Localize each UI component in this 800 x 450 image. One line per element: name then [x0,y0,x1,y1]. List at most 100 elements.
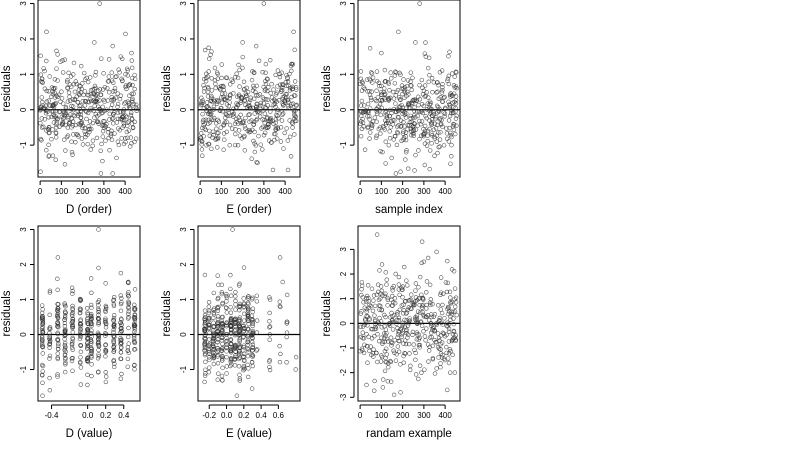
scatter-point [256,109,261,114]
scatter-point [202,308,208,313]
scatter-point [358,311,364,316]
y-axis-title: residuals [161,290,173,336]
scatter-point [448,301,454,306]
scatter-point [221,147,226,152]
scatter-point [86,124,91,129]
scatter-point [74,132,79,137]
scatter-point [110,43,115,49]
scatter-point [361,124,366,129]
scatter-point [245,326,251,331]
scatter-point [260,69,265,75]
scatter-point [103,308,108,313]
scatter-point [372,334,377,339]
scatter-point [245,362,250,368]
scatter-point [215,349,220,355]
scatter-point [434,103,440,109]
x-tick-label: 200 [396,411,410,420]
scatter-point [405,127,410,132]
scatter-point [451,269,457,274]
scatter-point [222,97,228,102]
scatter-point [124,129,130,135]
scatter-point [89,348,94,354]
scatter-point [201,106,207,111]
scatter-point [362,305,367,310]
scatter-point [247,103,252,108]
y-tick-label: 2 [179,36,188,41]
scatter-point [448,94,453,99]
scatter-point [434,90,439,95]
scatter-point [114,155,119,161]
scatter-point [428,302,433,308]
scatter-point [454,123,459,128]
scatter-point [418,319,424,324]
scatter-point [206,310,212,316]
scatter-point [62,315,68,320]
scatter-point [368,95,374,101]
scatter-point [448,300,453,305]
scatter-point [448,349,453,354]
scatter-point [404,93,409,99]
scatter-point [410,98,415,103]
scatter-point [412,302,417,308]
scatter-point [252,129,257,135]
scatter-point [238,100,243,105]
scatter-point [432,153,437,158]
scatter-point [404,278,409,283]
scatter-point [212,65,218,71]
scatter-point [422,51,428,56]
scatter-point [246,294,251,299]
scatter-point [407,351,412,356]
scatter-point [448,132,454,138]
scatter-point [391,106,397,112]
scatter-point [40,325,45,330]
scatter-point [416,102,421,108]
scatter-point [63,362,68,367]
scatter-point [223,332,229,337]
scatter-point [291,29,296,35]
scatter-point [445,387,450,393]
scatter-point [400,91,405,97]
scatter-point [132,325,137,330]
scatter-point [125,99,131,104]
scatter-point [211,336,216,341]
scatter-point [285,79,291,84]
scatter-point [423,40,428,45]
scatter-point [207,351,212,357]
scatter-point [451,105,456,110]
scatter-point [115,139,121,144]
scatter-point [285,319,290,325]
scatter-point [291,109,297,114]
scatter-point [436,346,442,351]
scatter-point [219,346,225,351]
scatter-point [368,130,373,135]
scatter-point [123,72,128,77]
scatter-point [415,309,421,314]
scatter-point [215,97,220,103]
scatter-point [444,350,449,356]
scatter-point [227,113,233,119]
scatter-point [260,124,266,130]
scatter-point [233,331,238,337]
scatter-point [380,341,385,346]
scatter-point [130,125,136,131]
y-tick-label: 1 [179,72,188,77]
scatter-point [237,372,242,378]
scatter-point [107,117,112,122]
scatter-point [452,74,457,79]
scatter-point [38,53,43,59]
scatter-point [211,104,217,110]
scatter-point [284,360,289,365]
scatter-point [267,319,272,324]
scatter-point [377,83,382,89]
scatter-point [379,288,385,293]
scatter-point [96,334,101,339]
scatter-point [413,152,418,158]
scatter-point [249,77,255,83]
scatter-point [385,297,391,303]
scatter-point [55,315,61,320]
scatter-point [115,116,121,122]
scatter-point [237,332,242,337]
scatter-point [62,324,68,329]
scatter-point [96,227,101,232]
scatter-point [39,317,45,322]
